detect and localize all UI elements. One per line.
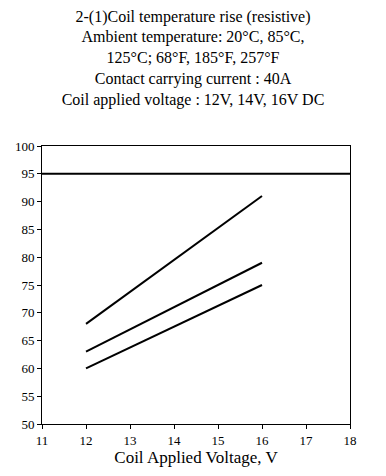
svg-text:12: 12 — [80, 433, 93, 448]
svg-text:2-(1)Coil temperature rise (re: 2-(1)Coil temperature rise (resistive)Am… — [62, 8, 325, 109]
svg-text:18: 18 — [344, 433, 357, 448]
svg-text:75: 75 — [21, 278, 34, 293]
svg-text:15: 15 — [212, 433, 225, 448]
svg-text:16: 16 — [256, 433, 270, 448]
svg-text:70: 70 — [21, 305, 34, 320]
svg-text:14: 14 — [168, 433, 182, 448]
svg-text:60: 60 — [21, 361, 34, 376]
svg-text:90: 90 — [21, 194, 34, 209]
svg-text:13: 13 — [124, 433, 137, 448]
svg-text:95: 95 — [21, 166, 34, 181]
svg-text:85: 85 — [21, 222, 34, 237]
svg-text:17: 17 — [300, 433, 314, 448]
svg-text:50: 50 — [21, 417, 34, 432]
svg-text:Coil Applied Voltage, V: Coil Applied Voltage, V — [114, 448, 278, 467]
svg-text:65: 65 — [21, 333, 34, 348]
svg-text:11: 11 — [36, 433, 49, 448]
svg-text:55: 55 — [21, 389, 34, 404]
svg-text:100: 100 — [15, 139, 35, 154]
svg-text:80: 80 — [21, 250, 34, 265]
